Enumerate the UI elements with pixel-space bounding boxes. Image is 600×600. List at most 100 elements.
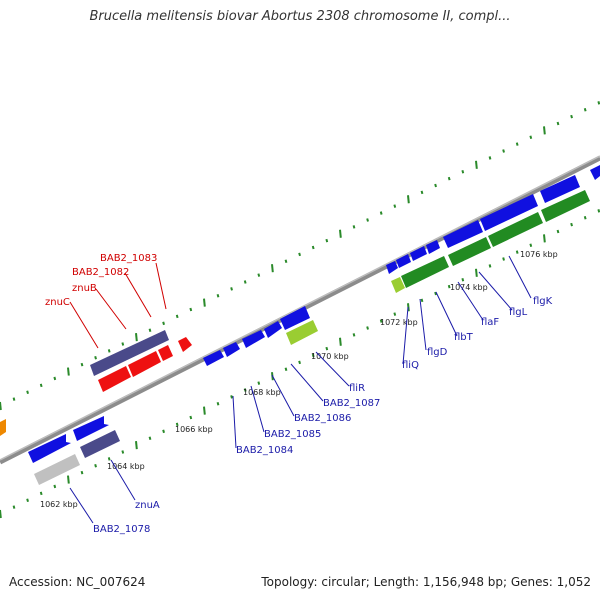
gene-label-znuC[interactable]: znuC (45, 297, 70, 308)
outer-track-tick (243, 280, 247, 284)
gene-arrow-upper-3[interactable] (203, 350, 224, 366)
gene-green-flgL[interactable] (488, 212, 543, 247)
inner-track-tick (311, 353, 315, 358)
gene-arrow-upper-2[interactable] (73, 416, 109, 441)
gene-label-znuA[interactable]: znuA (135, 500, 160, 511)
inner-track-tick (67, 475, 70, 484)
gene-arrow-upper-6[interactable] (264, 321, 282, 338)
gene-label-flgD[interactable]: flgD (427, 347, 448, 358)
outer-track-tick (434, 183, 437, 188)
gene-label-znuB[interactable]: znuB (72, 283, 97, 294)
inner-track-tick (366, 326, 369, 330)
outer-track-tick (135, 332, 138, 342)
gene-arrow-upper-11[interactable] (426, 240, 440, 254)
gene-label-fliR[interactable]: fliR (349, 383, 365, 394)
genome-summary-text: Topology: circular; Length: 1,156,948 bp… (261, 575, 591, 589)
gene-label-fliQ[interactable]: fliQ (402, 360, 419, 371)
outer-track-tick (407, 195, 410, 204)
inner-track-tick (257, 381, 261, 385)
gene-label-flgK[interactable]: flgK (533, 296, 553, 307)
outer-track-tick (366, 218, 369, 222)
gene-gray-BAB2_1078[interactable] (34, 454, 80, 485)
inner-track-tick (243, 388, 247, 392)
gene-arrow-upper-7[interactable] (280, 306, 310, 330)
scale-label-1076: 1076 kbp (520, 250, 558, 259)
inner-track-tick (502, 257, 505, 261)
gene-lightgreen-fliQ[interactable] (391, 277, 405, 293)
gene-arrow-upper-1[interactable] (28, 434, 71, 463)
outer-track-tick (230, 287, 233, 291)
outer-track-tick (556, 121, 560, 126)
outer-track-tick (352, 225, 356, 229)
inner-track-tick (0, 509, 2, 519)
outer-track-tick (121, 342, 125, 346)
gene-arrow-upper-orange[interactable] (0, 419, 6, 436)
gene-navy-znuB-region[interactable] (90, 330, 169, 376)
scale-label-1066: 1066 kbp (175, 425, 213, 434)
tick-tracks (0, 101, 600, 519)
gene-red-znuC[interactable] (98, 366, 131, 392)
outer-track-tick (447, 176, 451, 181)
outer-track-tick (393, 204, 397, 208)
outer-track-tick (475, 160, 478, 169)
gene-arrow-upper-5[interactable] (242, 330, 265, 348)
gene-label-BAB2_1086[interactable]: BAB2_1086 (294, 413, 351, 424)
gene-red-znuB[interactable] (128, 351, 161, 377)
scale-label-1074: 1074 kbp (450, 283, 488, 292)
gene-label-BAB2_1083[interactable]: BAB2_1083 (100, 253, 157, 264)
gene-label-flaF[interactable]: flaF (481, 317, 499, 328)
inner-track-tick (570, 222, 573, 227)
gene-red-BAB2_1082[interactable] (158, 345, 173, 361)
inner-track-tick (230, 395, 233, 399)
gene-red-BAB2_1083[interactable] (178, 337, 192, 352)
outer-track-tick (515, 142, 519, 146)
outer-track-tick (26, 390, 29, 394)
inner-track-tick (189, 415, 193, 420)
inner-track-tick (339, 337, 342, 346)
scale-label-1068: 1068 kbp (243, 388, 281, 397)
outer-track-tick (162, 321, 165, 326)
inner-track-tick (203, 406, 206, 415)
outer-track-tick (339, 229, 342, 238)
outer-track-tick (175, 314, 179, 319)
outer-track-tick (203, 298, 206, 307)
gene-label-BAB2_1084[interactable]: BAB2_1084 (236, 445, 293, 456)
outer-track-tick (284, 259, 288, 264)
gene-label-BAB2_1082[interactable]: BAB2_1082 (72, 267, 129, 278)
outer-track-tick (0, 401, 2, 411)
outer-track-tick (189, 307, 193, 312)
gene-green-flgD[interactable] (401, 256, 449, 288)
outer-track-tick (461, 169, 465, 174)
outer-track-tick (597, 101, 600, 105)
outer-track-tick (148, 328, 152, 332)
red-leader-lines (69, 262, 167, 349)
gene-label-BAB2_1087[interactable]: BAB2_1087 (323, 398, 380, 409)
gene-label-flbT[interactable]: flbT (454, 332, 474, 343)
outer-track-tick (502, 149, 505, 153)
gene-arrow-upper-14[interactable] (540, 175, 580, 203)
gene-arrow-upper-15[interactable] (590, 165, 600, 180)
gene-lightgreen-fliR[interactable] (286, 320, 318, 345)
gene-arrow-upper-8[interactable] (386, 261, 398, 274)
gene-arrow-upper-10[interactable] (410, 246, 427, 261)
gene-label-flgL[interactable]: flgL (509, 307, 528, 318)
gene-navy-znuA[interactable] (80, 430, 120, 458)
gene-arrow-upper-12[interactable] (443, 220, 483, 248)
gene-arrow-upper-13[interactable] (480, 194, 538, 231)
gene-green-flgK[interactable] (541, 190, 590, 222)
outer-track-tick (543, 126, 546, 135)
outer-track-tick (379, 211, 383, 215)
gene-label-BAB2_1078[interactable]: BAB2_1078 (93, 524, 150, 535)
outer-track-tick (488, 156, 492, 160)
inner-track-tick (94, 464, 97, 468)
gene-label-BAB2_1085[interactable]: BAB2_1085 (264, 429, 321, 440)
inner-track-tick (556, 229, 560, 234)
gene-arrow-upper-4[interactable] (223, 342, 240, 357)
gene-green-flbT[interactable] (448, 237, 491, 266)
inner-track-tick (447, 284, 451, 289)
inner-track-tick (325, 346, 329, 351)
inner-track-tick (162, 429, 165, 434)
inner-track-tick (53, 484, 57, 489)
gene-arrow-upper-9[interactable] (396, 254, 411, 268)
